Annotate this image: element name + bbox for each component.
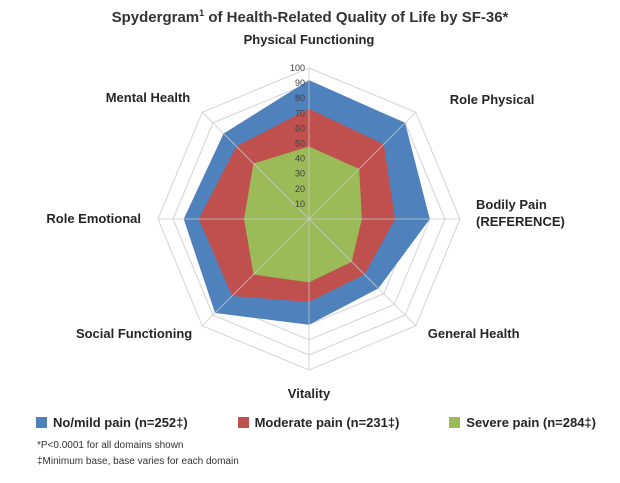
radar-series [183, 80, 430, 325]
spoke-general-health [308, 218, 417, 327]
tick-label-90: 90 [295, 78, 305, 88]
chart-title-main: Spydergram [111, 9, 200, 26]
tick-label-20: 20 [295, 184, 305, 194]
axis-label-mental-health: Mental Health [106, 90, 191, 105]
tick-label-100: 100 [290, 63, 305, 73]
tick-label-50: 50 [295, 139, 305, 149]
legend-item-moderate-pain: Moderate pain (n=231‡) [237, 415, 400, 430]
footnote-significance: *P<0.0001 for all domains shown [37, 440, 184, 451]
radar-spokes [158, 68, 460, 370]
chart-title-superscript: 1 [199, 8, 205, 18]
footnote-minimum-base: ‡Minimum base, base varies for each doma… [37, 456, 239, 467]
spoke-mental-health [201, 111, 310, 220]
chart-title-rest: of Health-Related Quality of Life by SF-… [204, 9, 509, 26]
tick-label-10: 10 [295, 199, 305, 209]
chart-title: Spydergram1 of Health-Related Quality of… [0, 8, 620, 26]
tick-label-70: 70 [295, 108, 305, 118]
axis-label-general-health: General Health [428, 326, 520, 341]
legend-swatch-no-mild-pain [36, 417, 47, 428]
legend-label-no-mild-pain: No/mild pain (n=252‡) [53, 415, 188, 430]
spoke-role-physical [308, 111, 417, 220]
legend-swatch-moderate-pain [237, 417, 249, 428]
radar-axis-labels: Physical Functioning Role Physical Bodily … [46, 32, 564, 401]
axis-label-role-physical: Role Physical [450, 92, 535, 107]
axis-label-social-functioning: Social Functioning [76, 326, 192, 341]
legend: No/mild pain (n=252‡) Moderate pain (n=2… [36, 415, 596, 430]
legend-item-severe-pain: Severe pain (n=284‡) [449, 415, 596, 430]
radar-tick-labels: 10 20 30 40 50 60 70 80 90 100 [290, 63, 305, 209]
legend-item-no-mild-pain: No/mild pain (n=252‡) [36, 415, 188, 430]
tick-label-80: 80 [295, 93, 305, 103]
spoke-social-functioning [201, 218, 310, 327]
series-area-severe-pain [244, 146, 362, 283]
tick-label-30: 30 [295, 169, 305, 179]
axis-label-physical-functioning: Physical Functioning [244, 32, 375, 47]
tick-label-60: 60 [295, 123, 305, 133]
radar-chart: 10 20 30 40 50 60 70 80 90 100 Physical Functioni… [46, 32, 564, 401]
tick-label-40: 40 [295, 154, 305, 164]
legend-swatch-severe-pain [449, 417, 461, 428]
axis-label-role-emotional: Role Emotional [46, 211, 141, 226]
axis-label-bodily-pain-reference: Bodily Pain (REFERENCE) [476, 197, 565, 229]
legend-label-moderate-pain: Moderate pain (n=231‡) [254, 415, 400, 430]
axis-label-vitality: Vitality [288, 386, 331, 401]
legend-label-severe-pain: Severe pain (n=284‡) [466, 415, 596, 430]
